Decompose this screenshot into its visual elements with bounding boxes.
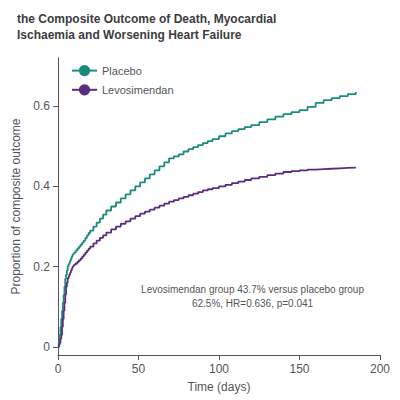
svg-text:the Composite Outcome of Death: the Composite Outcome of Death, Myocardi… xyxy=(17,12,276,26)
svg-text:0.4: 0.4 xyxy=(33,179,50,193)
svg-text:100: 100 xyxy=(209,362,229,376)
svg-text:Proportion of composite outcom: Proportion of composite outcome xyxy=(9,118,23,294)
svg-text:Levosimendan: Levosimendan xyxy=(102,84,174,96)
svg-text:Ischaemia and Worsening Heart: Ischaemia and Worsening Heart Failure xyxy=(17,28,242,42)
svg-text:150: 150 xyxy=(289,362,309,376)
svg-text:200: 200 xyxy=(370,362,390,376)
svg-text:0.2: 0.2 xyxy=(33,260,50,274)
svg-text:Placebo: Placebo xyxy=(102,65,142,77)
svg-text:Time (days): Time (days) xyxy=(188,380,251,394)
svg-text:0: 0 xyxy=(43,340,50,354)
svg-text:50: 50 xyxy=(132,362,146,376)
svg-text:0.6: 0.6 xyxy=(33,99,50,113)
svg-text:Levosimendan group 43.7% versu: Levosimendan group 43.7% versus placebo … xyxy=(141,284,364,295)
svg-text:0: 0 xyxy=(55,362,62,376)
svg-text:62.5%, HR=0.636, p=0.041: 62.5%, HR=0.636, p=0.041 xyxy=(192,298,314,309)
